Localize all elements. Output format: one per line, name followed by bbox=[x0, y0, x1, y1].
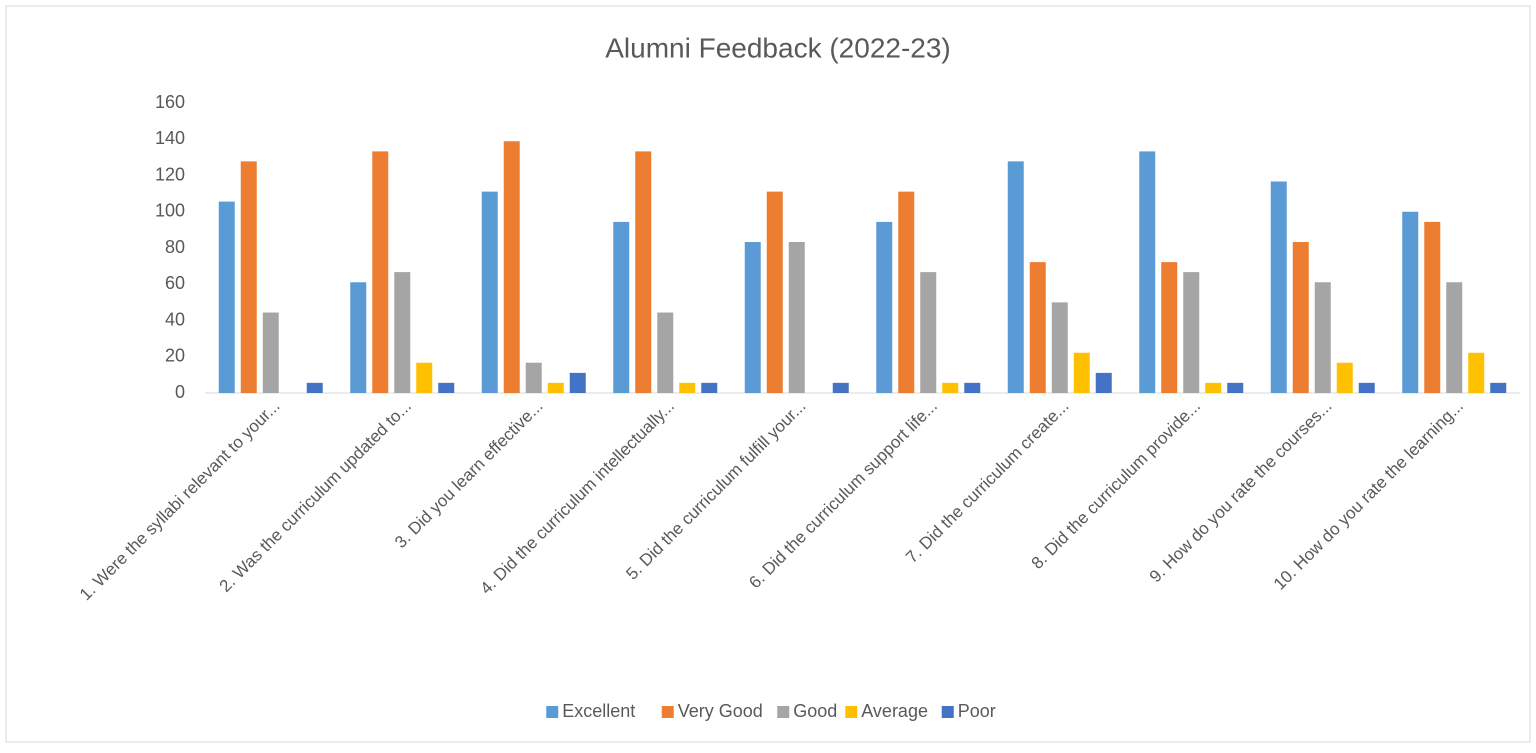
y-tick-label: 0 bbox=[175, 382, 185, 402]
legend-label: Good bbox=[793, 701, 837, 721]
legend-label: Very Good bbox=[678, 701, 763, 721]
bar bbox=[481, 191, 498, 393]
bar bbox=[766, 191, 783, 393]
legend-swatch bbox=[777, 706, 790, 718]
bar bbox=[1402, 211, 1419, 393]
bar bbox=[1007, 161, 1024, 393]
legend-label: Poor bbox=[958, 701, 996, 721]
bar bbox=[1270, 181, 1287, 393]
bar bbox=[306, 382, 323, 393]
legend-swatch bbox=[546, 706, 559, 718]
bar bbox=[1073, 352, 1090, 393]
bar bbox=[1183, 272, 1200, 393]
y-tick-label: 160 bbox=[155, 92, 185, 112]
bar bbox=[1161, 262, 1178, 393]
legend-label: Average bbox=[861, 701, 928, 721]
legend-label: Excellent bbox=[562, 701, 635, 721]
bar bbox=[394, 272, 411, 393]
bar bbox=[547, 382, 564, 393]
bar bbox=[744, 242, 761, 393]
bar bbox=[788, 242, 805, 393]
chart-title: Alumni Feedback (2022-23) bbox=[605, 32, 951, 63]
bar bbox=[635, 151, 652, 393]
y-tick-label: 60 bbox=[165, 273, 185, 293]
bar bbox=[1446, 282, 1463, 393]
bar bbox=[1358, 382, 1375, 393]
bar bbox=[942, 382, 959, 393]
bar bbox=[1336, 362, 1353, 393]
y-tick-label: 80 bbox=[165, 237, 185, 257]
legend-swatch bbox=[661, 706, 674, 718]
bar bbox=[416, 362, 433, 393]
bar bbox=[372, 151, 389, 393]
bar bbox=[262, 312, 279, 393]
bar bbox=[1468, 352, 1485, 393]
bar bbox=[964, 382, 981, 393]
bar bbox=[1490, 382, 1507, 393]
bar bbox=[679, 382, 696, 393]
bar bbox=[920, 272, 937, 393]
bar bbox=[1051, 302, 1068, 393]
bar bbox=[898, 191, 915, 393]
bar bbox=[218, 201, 235, 393]
legend-swatch bbox=[941, 706, 954, 718]
y-tick-label: 140 bbox=[155, 128, 185, 148]
bar bbox=[503, 141, 520, 393]
bar bbox=[832, 382, 849, 393]
bar bbox=[438, 382, 455, 393]
bar bbox=[525, 362, 542, 393]
bar bbox=[1314, 282, 1331, 393]
bar bbox=[1424, 221, 1441, 393]
bar bbox=[876, 221, 893, 393]
y-tick-label: 120 bbox=[155, 164, 185, 184]
bar bbox=[701, 382, 718, 393]
bar bbox=[350, 282, 367, 393]
y-tick-label: 20 bbox=[165, 346, 185, 366]
bar bbox=[657, 312, 674, 393]
bar bbox=[1029, 262, 1046, 393]
bar bbox=[1205, 382, 1222, 393]
bar bbox=[1227, 382, 1244, 393]
y-tick-label: 40 bbox=[165, 309, 185, 329]
bar bbox=[1292, 242, 1309, 393]
y-tick-label: 100 bbox=[155, 201, 185, 221]
bar bbox=[240, 161, 257, 393]
bar bbox=[1139, 151, 1156, 393]
bar bbox=[569, 372, 586, 393]
bar bbox=[613, 221, 630, 393]
bar bbox=[1095, 372, 1112, 393]
legend-swatch bbox=[845, 706, 858, 718]
